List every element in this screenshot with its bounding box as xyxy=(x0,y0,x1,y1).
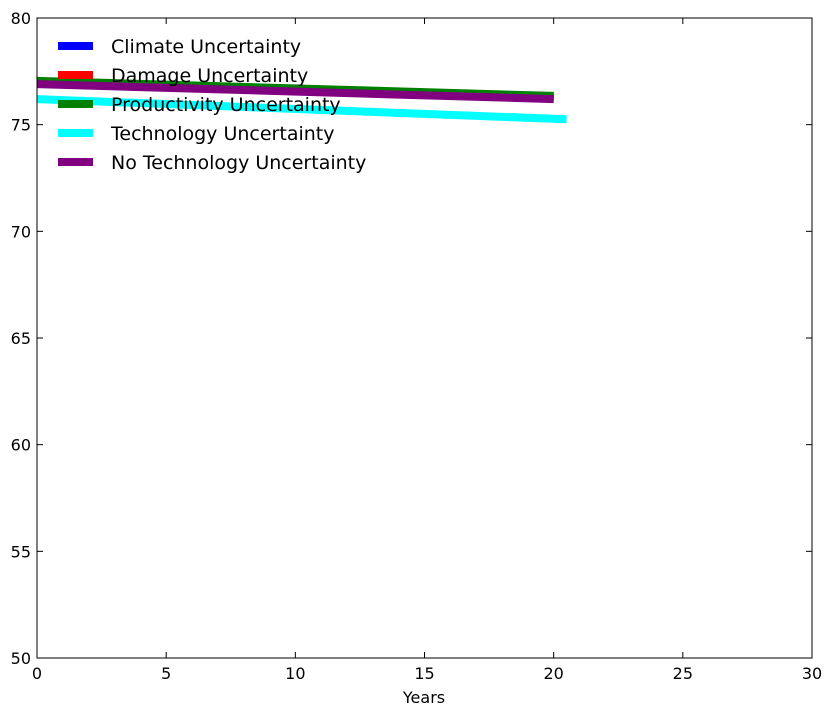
y-tick-label: 75 xyxy=(11,116,31,135)
x-tick-label: 10 xyxy=(285,664,305,683)
legend-label-technology-uncertainty: Technology Uncertainty xyxy=(110,123,334,145)
y-tick-label: 60 xyxy=(11,436,31,455)
x-axis-title: Years xyxy=(402,688,445,707)
x-tick-label: 0 xyxy=(32,664,42,683)
legend-label-climate-uncertainty: Climate Uncertainty xyxy=(111,36,301,58)
legend-label-no-technology-uncertainty: No Technology Uncertainty xyxy=(111,152,366,174)
y-tick-label: 50 xyxy=(11,649,31,668)
x-tick-label: 15 xyxy=(414,664,434,683)
series-line-no-technology-uncertainty xyxy=(37,80,554,104)
legend: Climate Uncertainty Damage Uncertainty Pro… xyxy=(58,36,366,174)
x-tick-label: 30 xyxy=(802,664,822,683)
x-tick-label: 25 xyxy=(673,664,693,683)
legend-label-damage-uncertainty: Damage Uncertainty xyxy=(111,65,308,87)
y-tick-label: 80 xyxy=(11,9,31,28)
series-layer xyxy=(37,76,567,124)
series-line-technology-uncertainty xyxy=(37,95,567,124)
x-tick-label: 20 xyxy=(543,664,563,683)
x-axis: 0 5 10 15 20 25 30 xyxy=(32,18,822,683)
y-axis: 50 55 60 65 70 75 80 xyxy=(11,9,812,668)
plot-area xyxy=(37,18,812,658)
legend-label-productivity-uncertainty: Productivity Uncertainty xyxy=(111,94,341,116)
y-tick-label: 65 xyxy=(11,329,31,348)
x-tick-label: 5 xyxy=(161,664,171,683)
y-tick-label: 70 xyxy=(11,222,31,241)
y-tick-label: 55 xyxy=(11,542,31,561)
